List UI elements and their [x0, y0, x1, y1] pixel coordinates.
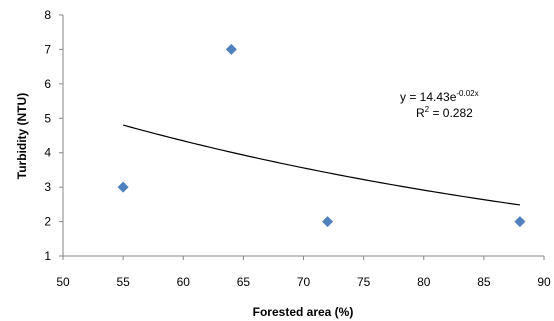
x-tick-label: 60 — [177, 275, 191, 289]
y-tick-label: 1 — [44, 249, 51, 263]
x-axis-title: Forested area (%) — [253, 305, 354, 319]
y-tick-label: 7 — [44, 42, 51, 56]
y-tick-label: 3 — [44, 180, 51, 194]
trendline — [122, 124, 521, 206]
trendline-r-squared: R2 = 0.282 — [416, 105, 473, 120]
trendline-equation: y = 14.43e-0.02x — [400, 89, 479, 104]
x-tick-label: 50 — [56, 275, 70, 289]
x-tick-label: 80 — [417, 275, 431, 289]
x-tick-label: 85 — [477, 275, 491, 289]
x-tick-label: 55 — [116, 275, 130, 289]
data-point — [117, 181, 129, 193]
data-point — [225, 43, 237, 55]
x-tick-label: 70 — [297, 275, 311, 289]
y-axis-title: Turbidity (NTU) — [15, 93, 29, 179]
y-tick-label: 6 — [44, 77, 51, 91]
data-point — [322, 216, 334, 228]
x-tick-label: 75 — [357, 275, 371, 289]
data-point — [514, 216, 526, 228]
y-tick-label: 8 — [44, 8, 51, 22]
y-tick-label: 5 — [44, 111, 51, 125]
y-tick-label: 2 — [44, 215, 51, 229]
y-tick-label: 4 — [44, 146, 51, 160]
x-tick-label: 90 — [537, 275, 551, 289]
x-tick-label: 65 — [237, 275, 251, 289]
